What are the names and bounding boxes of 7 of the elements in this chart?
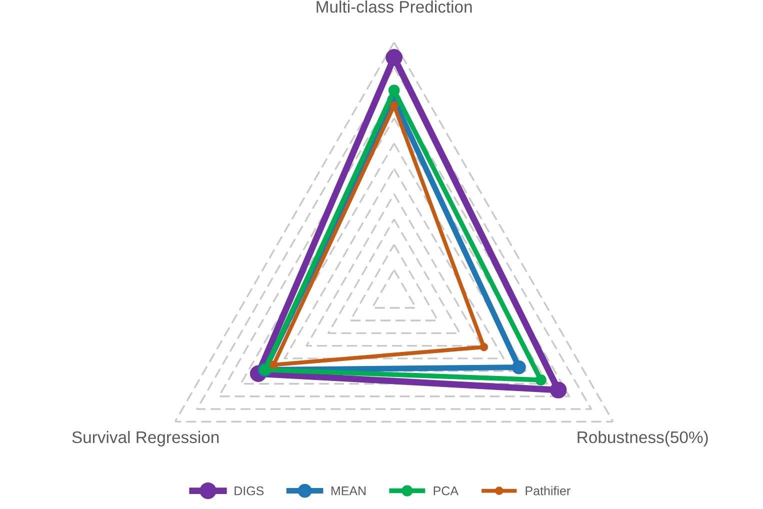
legend-label: Pathifier	[526, 486, 570, 496]
spoke-label: Robustness(50%)	[578, 430, 708, 446]
spoke-label: Survival Regression	[72, 430, 219, 446]
legend-label: MEAN	[331, 486, 366, 496]
spoke-label: Multi-class Prediction	[316, 0, 472, 13]
legend-label: PCA	[434, 486, 458, 496]
legend-label: DIGS	[234, 486, 264, 496]
